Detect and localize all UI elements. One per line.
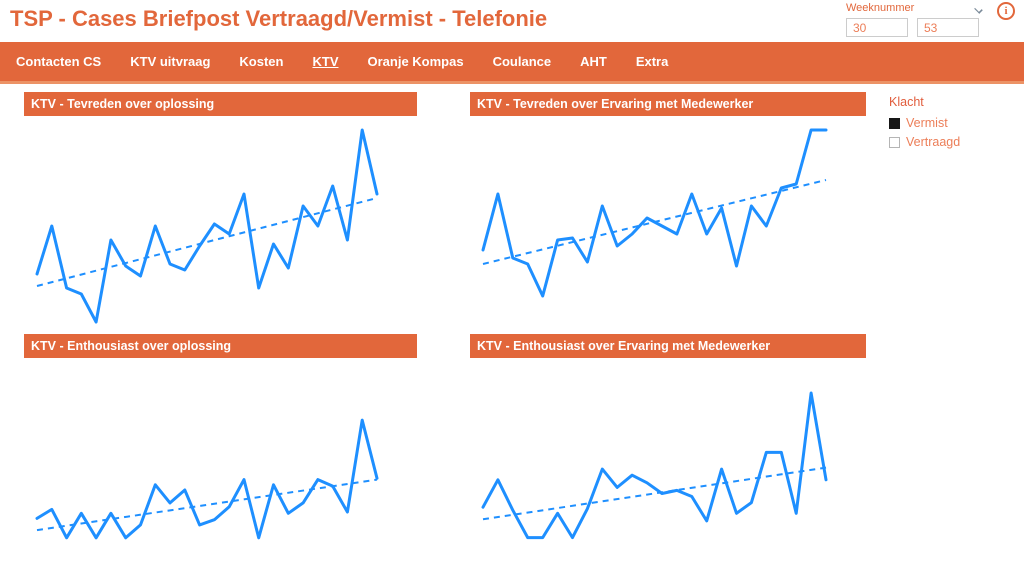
nav-tab-oranje-kompas[interactable]: Oranje Kompas — [367, 54, 464, 69]
klacht-legend: Klacht Vermist Vertraagd — [889, 95, 960, 154]
chart-title: KTV - Tevreden over Ervaring met Medewer… — [470, 92, 866, 116]
chart-title: KTV - Tevreden over oplossing — [24, 92, 417, 116]
nav-tab-coulance[interactable]: Coulance — [492, 54, 552, 69]
checkbox-vertraagd[interactable] — [889, 136, 900, 148]
value-line — [35, 418, 379, 540]
weeknummer-slicer: Weeknummer — [846, 2, 1020, 37]
chart-svg — [481, 391, 828, 540]
chart-title: KTV - Enthousiast over oplossing — [24, 334, 417, 358]
legend-item-vermist[interactable]: Vermist — [889, 116, 960, 130]
nav-tab-ktv-uitvraag[interactable]: KTV uitvraag — [130, 54, 211, 69]
value-line — [481, 128, 828, 298]
nav-tab-ktv[interactable]: KTV — [312, 54, 339, 69]
nav-tab-contacten-cs[interactable]: Contacten CS — [16, 54, 102, 69]
nav-tab-extra[interactable]: Extra — [635, 54, 669, 69]
legend-item-label: Vermist — [906, 116, 948, 130]
week-to-input[interactable] — [917, 18, 979, 37]
legend-item-vertraagd[interactable]: Vertraagd — [889, 135, 960, 149]
checkbox-vermist[interactable] — [889, 117, 900, 129]
trend-line — [482, 466, 827, 521]
nav-tab-kosten[interactable]: Kosten — [239, 54, 284, 69]
value-line — [481, 391, 828, 540]
nav-bar: Contacten CS KTV uitvraag Kosten KTV Ora… — [0, 42, 1024, 84]
page-title: TSP - Cases Briefpost Vertraagd/Vermist … — [10, 6, 548, 31]
chart-card-enthousiast-oplossing: KTV - Enthousiast over oplossing — [24, 334, 417, 565]
chart-svg — [481, 128, 828, 298]
line-chart-tevreden-medewerker[interactable] — [470, 116, 866, 330]
week-from-input[interactable] — [846, 18, 908, 37]
legend-item-label: Vertraagd — [906, 135, 961, 149]
line-chart-enthousiast-oplossing[interactable] — [24, 358, 417, 565]
nav-tab-aht[interactable]: AHT — [580, 54, 607, 69]
chart-svg — [35, 128, 379, 324]
legend-title: Klacht — [889, 95, 924, 109]
trend-line — [36, 478, 378, 532]
trend-line — [36, 197, 378, 287]
line-chart-enthousiast-medewerker[interactable] — [470, 358, 866, 565]
chart-svg — [35, 418, 379, 540]
value-line — [35, 128, 379, 324]
chart-card-tevreden-medewerker: KTV - Tevreden over Ervaring met Medewer… — [470, 92, 866, 330]
chart-card-enthousiast-medewerker: KTV - Enthousiast over Ervaring met Mede… — [470, 334, 866, 565]
info-icon[interactable] — [997, 2, 1015, 20]
chart-card-tevreden-oplossing: KTV - Tevreden over oplossing — [24, 92, 417, 330]
chevron-down-icon[interactable] — [974, 5, 983, 14]
line-chart-tevreden-oplossing[interactable] — [24, 116, 417, 330]
slicer-label: Weeknummer — [846, 2, 915, 14]
chart-title: KTV - Enthousiast over Ervaring met Mede… — [470, 334, 866, 358]
